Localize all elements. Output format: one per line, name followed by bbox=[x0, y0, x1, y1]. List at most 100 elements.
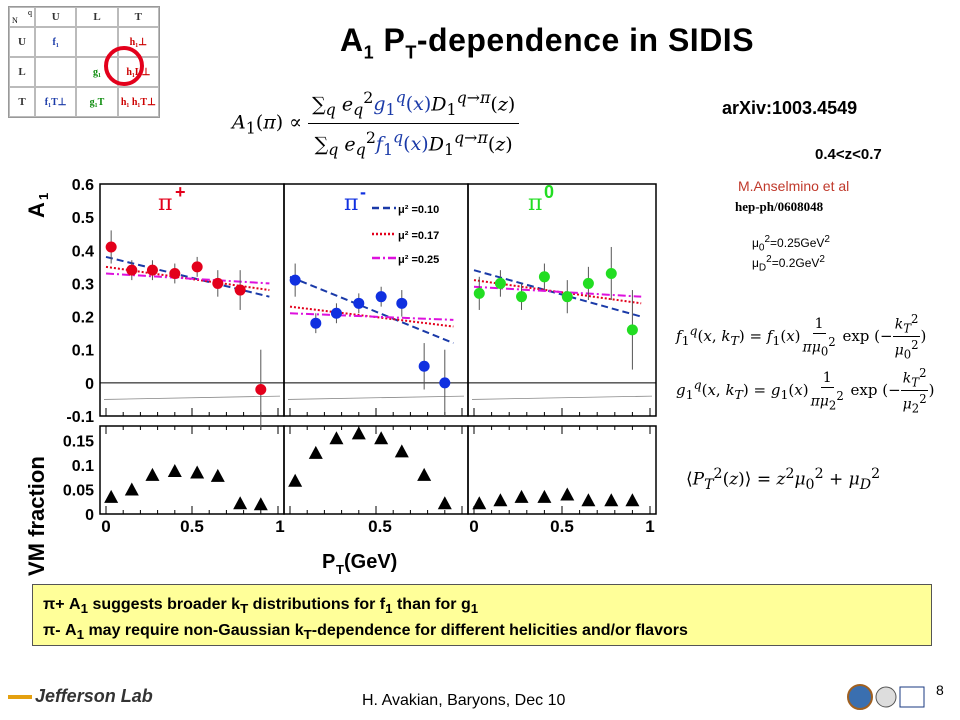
muD-sup: 2 bbox=[766, 254, 772, 265]
f1-gaussian-equation: f1q(x, kT) = f1(x) 1 πμ02 exp (− kT2 μ02) bbox=[676, 312, 927, 362]
x-tick-label: 0.5 bbox=[180, 517, 204, 536]
a1-point bbox=[396, 297, 408, 309]
mu0-sub: 0 bbox=[758, 242, 765, 254]
jsa-logo-icon bbox=[899, 686, 925, 708]
vm-fraction-point bbox=[604, 493, 619, 507]
g1-gaussian-equation: g1q(x, kT) = g1(x) 1 πμ22 exp (− kT2 μ22) bbox=[676, 366, 935, 416]
a1-point bbox=[310, 317, 322, 329]
conclusion-line-2: π- A1 may require non-Gaussian kT-depend… bbox=[43, 620, 921, 646]
y-tick-label: 0.2 bbox=[72, 310, 94, 327]
x-tick-label: 0 bbox=[469, 517, 478, 536]
top-panel-frame bbox=[467, 183, 657, 417]
a1-point bbox=[234, 284, 246, 296]
x-tick-label: 1 bbox=[275, 517, 284, 536]
a1-point bbox=[353, 297, 365, 309]
panel-grid bbox=[100, 382, 656, 514]
muD-unit-sup: 2 bbox=[819, 254, 825, 265]
a1-point bbox=[255, 383, 267, 395]
pt-average-equation: ⟨PT2(z)⟩ = z2μ02 + μD2 bbox=[686, 466, 881, 494]
vm-fraction-point bbox=[625, 493, 640, 507]
arxiv-reference: arXiv:1003.4549 bbox=[722, 98, 858, 118]
systematic-band bbox=[103, 395, 281, 400]
panel-label-charge: 0 bbox=[544, 182, 554, 202]
partner-logos bbox=[847, 684, 925, 710]
model-curve-mu010 bbox=[105, 255, 270, 298]
tb1-c: distributions for f bbox=[248, 596, 386, 613]
legend-box bbox=[392, 196, 464, 270]
vm-fraction-point bbox=[253, 497, 268, 511]
row-header-t: T bbox=[9, 87, 35, 117]
mu0-val: =0.25GeV bbox=[770, 236, 825, 250]
vm-fraction-point bbox=[124, 482, 139, 496]
y-tick-label: 0.1 bbox=[72, 343, 94, 360]
panel-label: π bbox=[158, 191, 172, 216]
title-rest: -dependence in SIDIS bbox=[416, 22, 755, 58]
a1-point bbox=[375, 291, 387, 303]
conclusion-line-1: π+ A1 suggests broader kT distributions … bbox=[43, 594, 921, 620]
mu0-value: μ02=0.25GeV2 bbox=[752, 234, 830, 253]
z-range: 0.4<z<0.7 bbox=[815, 146, 882, 163]
systematic-band bbox=[287, 395, 465, 400]
vm-fraction-point bbox=[104, 489, 119, 503]
model-curve-mu010 bbox=[289, 275, 454, 345]
col-header-t: T bbox=[117, 7, 159, 27]
tb1-a: π+ A bbox=[43, 596, 81, 613]
a1-point bbox=[626, 324, 638, 336]
vm-fraction-point bbox=[190, 465, 205, 479]
panel-frames bbox=[99, 183, 657, 515]
y-axis-label-a1-sub: 1 bbox=[36, 193, 51, 200]
vm-fraction-point bbox=[514, 489, 529, 503]
y-tick-label: 0.15 bbox=[63, 434, 94, 451]
bottom-panel-frame bbox=[467, 425, 657, 515]
vm-fraction-point bbox=[233, 496, 248, 510]
a1-point bbox=[212, 277, 224, 289]
x-tick-label: 1 bbox=[645, 517, 654, 536]
vm-fraction-point bbox=[537, 489, 552, 503]
vm-fraction-point bbox=[493, 493, 508, 507]
title-sub1: 1 bbox=[363, 42, 375, 63]
y-tick-label: 0.1 bbox=[72, 458, 94, 475]
legend-entry: μ² =0.25 bbox=[398, 254, 439, 266]
vm-fraction-point bbox=[145, 467, 160, 481]
model-curve-mu025 bbox=[289, 312, 454, 321]
tb2-a: π- A bbox=[43, 622, 77, 640]
mu0-unit-sup: 2 bbox=[824, 234, 830, 245]
conclusion-box: π+ A1 suggests broader kT distributions … bbox=[32, 584, 932, 646]
y-tick-label: 0.4 bbox=[72, 243, 94, 260]
y-tick-label: 0 bbox=[85, 507, 94, 524]
author-reference: M.Anselmino et al bbox=[738, 178, 850, 194]
a1-point bbox=[494, 277, 506, 289]
y-tick-label: 0 bbox=[85, 376, 94, 393]
panel-label-charge: + bbox=[175, 182, 186, 202]
x-axis-label-unit: (GeV) bbox=[344, 551, 397, 573]
tb1-b: suggests broader k bbox=[88, 596, 241, 613]
x-axis-label: P bbox=[322, 551, 335, 573]
panel-label-charge: - bbox=[360, 182, 366, 202]
tb1-s3: 1 bbox=[385, 601, 393, 617]
footer-text: H. Avakian, Baryons, Dec 10 bbox=[362, 692, 566, 709]
tb2-s2: T bbox=[303, 627, 312, 643]
a1-point bbox=[605, 267, 617, 279]
tb1-s1: 1 bbox=[80, 601, 89, 617]
y-tick-label: 0.5 bbox=[72, 210, 94, 227]
vm-fraction-point bbox=[472, 496, 487, 510]
muD-value: μD2=0.2GeV2 bbox=[752, 254, 825, 273]
bottom-panel-frame bbox=[99, 425, 285, 515]
vm-fraction-point bbox=[288, 473, 303, 487]
row-header-l: L bbox=[9, 57, 35, 87]
a1-point bbox=[330, 307, 342, 319]
vm-fraction-point bbox=[308, 445, 323, 459]
model-curve-mu010 bbox=[473, 269, 642, 318]
systematic-band bbox=[471, 395, 653, 400]
y-tick-label: 0.6 bbox=[72, 177, 94, 194]
hepph-reference: hep-ph/0608048 bbox=[735, 199, 824, 214]
model-curve-mu017 bbox=[289, 305, 454, 328]
a1-formula: A1(π) ∝ ∑q eq2g1q(x)D1q→π(z) ∑q eq2f1q(x… bbox=[232, 88, 520, 159]
a1-point bbox=[289, 274, 301, 286]
x-tick-label: 0.5 bbox=[368, 517, 392, 536]
mu0-symbol: μ bbox=[752, 236, 759, 250]
tb2-s1: 1 bbox=[76, 627, 84, 643]
panel-label: π bbox=[344, 191, 358, 216]
y-tick-label: -0.1 bbox=[66, 409, 94, 426]
